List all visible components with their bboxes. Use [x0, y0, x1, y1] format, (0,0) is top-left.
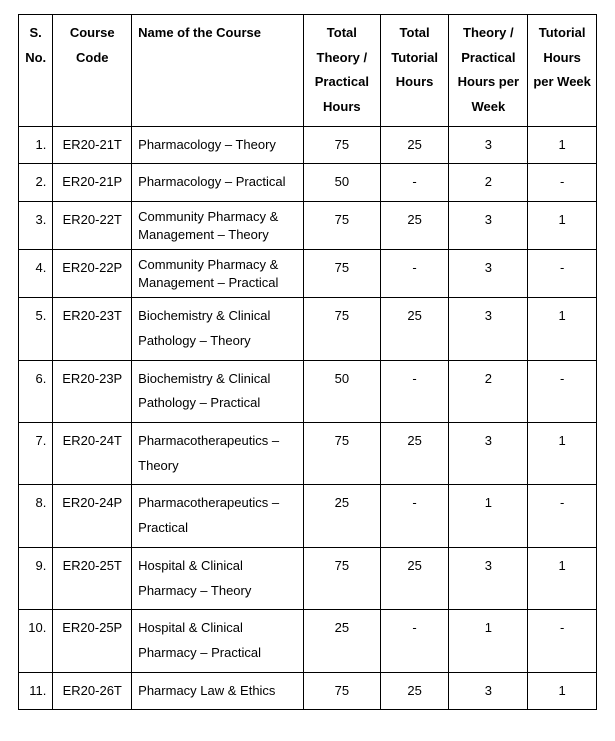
cell-tutorial-hours-per-week: -: [528, 164, 597, 202]
cell-tutorial-hours-per-week: 1: [528, 672, 597, 710]
cell-total-theory-practical-hours: 75: [303, 126, 380, 164]
table-row: 6.ER20-23PBiochemistry & Clinical Pathol…: [19, 360, 597, 422]
cell-total-theory-practical-hours: 75: [303, 202, 380, 250]
cell-theory-practical-hours-per-week: 3: [449, 250, 528, 298]
cell-theory-practical-hours-per-week: 3: [449, 423, 528, 485]
cell-course-code: ER20-22T: [53, 202, 132, 250]
table-row: 7.ER20-24TPharmacotherapeutics – Theory7…: [19, 423, 597, 485]
cell-course-name: Pharmacotherapeutics – Practical: [132, 485, 304, 547]
cell-total-tutorial-hours: 25: [380, 423, 449, 485]
cell-total-tutorial-hours: -: [380, 610, 449, 672]
cell-tutorial-hours-per-week: 1: [528, 547, 597, 609]
cell-total-theory-practical-hours: 50: [303, 360, 380, 422]
cell-course-name: Pharmacology – Practical: [132, 164, 304, 202]
cell-tutorial-hours-per-week: -: [528, 610, 597, 672]
cell-course-name: Pharmacotherapeutics – Theory: [132, 423, 304, 485]
col-header-tut: Total Tutorial Hours: [380, 15, 449, 127]
cell-course-name: Community Pharmacy & Management – Theory: [132, 202, 304, 250]
cell-tutorial-hours-per-week: -: [528, 250, 597, 298]
cell-course-name: Pharmacy Law & Ethics: [132, 672, 304, 710]
cell-tutorial-hours-per-week: -: [528, 360, 597, 422]
cell-course-name: Community Pharmacy & Management – Practi…: [132, 250, 304, 298]
cell-course-code: ER20-21P: [53, 164, 132, 202]
cell-course-name: Biochemistry & Clinical Pathology – Theo…: [132, 298, 304, 360]
cell-total-theory-practical-hours: 25: [303, 610, 380, 672]
cell-theory-practical-hours-per-week: 3: [449, 202, 528, 250]
cell-total-theory-practical-hours: 75: [303, 423, 380, 485]
cell-tutorial-hours-per-week: 1: [528, 126, 597, 164]
cell-theory-practical-hours-per-week: 3: [449, 547, 528, 609]
cell-total-tutorial-hours: 25: [380, 126, 449, 164]
cell-theory-practical-hours-per-week: 3: [449, 298, 528, 360]
cell-total-theory-practical-hours: 75: [303, 250, 380, 298]
cell-sn: 3.: [19, 202, 53, 250]
cell-theory-practical-hours-per-week: 2: [449, 164, 528, 202]
col-header-th: Total Theory / Practical Hours: [303, 15, 380, 127]
cell-sn: 2.: [19, 164, 53, 202]
col-header-name: Name of the Course: [132, 15, 304, 127]
cell-total-tutorial-hours: -: [380, 485, 449, 547]
cell-course-code: ER20-22P: [53, 250, 132, 298]
cell-total-tutorial-hours: -: [380, 360, 449, 422]
table-body: 1.ER20-21TPharmacology – Theory7525312.E…: [19, 126, 597, 710]
col-header-sn: S. No.: [19, 15, 53, 127]
table-row: 9.ER20-25THospital & Clinical Pharmacy –…: [19, 547, 597, 609]
cell-course-code: ER20-21T: [53, 126, 132, 164]
table-row: 10.ER20-25PHospital & Clinical Pharmacy …: [19, 610, 597, 672]
table-row: 1.ER20-21TPharmacology – Theory752531: [19, 126, 597, 164]
cell-sn: 10.: [19, 610, 53, 672]
cell-course-name: Hospital & Clinical Pharmacy – Practical: [132, 610, 304, 672]
cell-total-tutorial-hours: -: [380, 164, 449, 202]
col-header-pw: Theory / Practical Hours per Week: [449, 15, 528, 127]
cell-course-code: ER20-26T: [53, 672, 132, 710]
cell-tutorial-hours-per-week: 1: [528, 423, 597, 485]
table-row: 3.ER20-22TCommunity Pharmacy & Managemen…: [19, 202, 597, 250]
cell-total-tutorial-hours: 25: [380, 202, 449, 250]
cell-course-code: ER20-24T: [53, 423, 132, 485]
cell-total-tutorial-hours: 25: [380, 547, 449, 609]
table-row: 5.ER20-23TBiochemistry & Clinical Pathol…: [19, 298, 597, 360]
cell-total-theory-practical-hours: 75: [303, 672, 380, 710]
cell-theory-practical-hours-per-week: 2: [449, 360, 528, 422]
cell-theory-practical-hours-per-week: 1: [449, 610, 528, 672]
cell-theory-practical-hours-per-week: 3: [449, 126, 528, 164]
cell-sn: 5.: [19, 298, 53, 360]
cell-sn: 6.: [19, 360, 53, 422]
col-header-tw: Tutorial Hours per Week: [528, 15, 597, 127]
cell-sn: 1.: [19, 126, 53, 164]
table-row: 11.ER20-26TPharmacy Law & Ethics752531: [19, 672, 597, 710]
cell-tutorial-hours-per-week: 1: [528, 298, 597, 360]
table-row: 8.ER20-24PPharmacotherapeutics – Practic…: [19, 485, 597, 547]
cell-course-code: ER20-25P: [53, 610, 132, 672]
table-row: 4.ER20-22PCommunity Pharmacy & Managemen…: [19, 250, 597, 298]
cell-total-theory-practical-hours: 50: [303, 164, 380, 202]
cell-total-theory-practical-hours: 25: [303, 485, 380, 547]
cell-total-theory-practical-hours: 75: [303, 298, 380, 360]
table-header: S. No. Course Code Name of the Course To…: [19, 15, 597, 127]
cell-total-tutorial-hours: -: [380, 250, 449, 298]
course-table: S. No. Course Code Name of the Course To…: [18, 14, 597, 710]
cell-theory-practical-hours-per-week: 3: [449, 672, 528, 710]
cell-course-name: Biochemistry & Clinical Pathology – Prac…: [132, 360, 304, 422]
cell-course-code: ER20-24P: [53, 485, 132, 547]
cell-total-theory-practical-hours: 75: [303, 547, 380, 609]
table-row: 2.ER20-21PPharmacology – Practical50-2-: [19, 164, 597, 202]
cell-tutorial-hours-per-week: -: [528, 485, 597, 547]
cell-course-code: ER20-23P: [53, 360, 132, 422]
cell-sn: 4.: [19, 250, 53, 298]
cell-total-tutorial-hours: 25: [380, 672, 449, 710]
cell-total-tutorial-hours: 25: [380, 298, 449, 360]
cell-course-code: ER20-25T: [53, 547, 132, 609]
cell-course-name: Hospital & Clinical Pharmacy – Theory: [132, 547, 304, 609]
cell-tutorial-hours-per-week: 1: [528, 202, 597, 250]
cell-sn: 11.: [19, 672, 53, 710]
col-header-code: Course Code: [53, 15, 132, 127]
cell-theory-practical-hours-per-week: 1: [449, 485, 528, 547]
cell-sn: 8.: [19, 485, 53, 547]
cell-sn: 9.: [19, 547, 53, 609]
cell-sn: 7.: [19, 423, 53, 485]
cell-course-name: Pharmacology – Theory: [132, 126, 304, 164]
cell-course-code: ER20-23T: [53, 298, 132, 360]
